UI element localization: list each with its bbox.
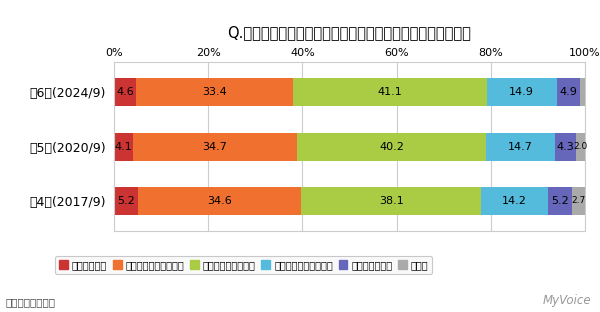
Bar	[575, 133, 585, 161]
Text: 5.2: 5.2	[551, 196, 569, 206]
Title: Q.健康食品を利用した効果を、どの程度実感していますか？: Q.健康食品を利用した効果を、どの程度実感していますか？	[227, 25, 472, 40]
Text: 33.4: 33.4	[202, 87, 227, 97]
Bar	[301, 187, 481, 215]
Text: 4.3: 4.3	[557, 142, 574, 152]
Bar	[114, 187, 139, 215]
Text: 4.9: 4.9	[559, 87, 577, 97]
Text: 40.2: 40.2	[379, 142, 404, 152]
Text: 4.1: 4.1	[115, 142, 133, 152]
Text: MyVoice: MyVoice	[542, 294, 591, 307]
Bar	[136, 78, 293, 106]
Text: 14.9: 14.9	[509, 87, 534, 97]
Bar	[580, 78, 586, 106]
Bar	[557, 78, 580, 106]
Text: 38.1: 38.1	[379, 196, 404, 206]
Text: ：健康食品利用者: ：健康食品利用者	[6, 297, 56, 307]
Bar	[487, 78, 557, 106]
Text: 2.0: 2.0	[573, 142, 587, 151]
Bar	[293, 78, 487, 106]
Bar	[548, 187, 572, 215]
Text: 14.7: 14.7	[508, 142, 533, 152]
Text: 2.7: 2.7	[572, 197, 586, 206]
Bar	[486, 133, 556, 161]
Text: 34.6: 34.6	[208, 196, 232, 206]
Bar	[114, 133, 133, 161]
Text: 14.2: 14.2	[502, 196, 527, 206]
Legend: 実感している, ある程度実感している, どちらともいえない, あまり実感していない, 実感していない, 無回答: 実感している, ある程度実感している, どちらともいえない, あまり実感していな…	[55, 256, 433, 274]
Text: 5.2: 5.2	[118, 196, 135, 206]
Bar	[297, 133, 486, 161]
Text: 34.7: 34.7	[203, 142, 227, 152]
Text: 4.6: 4.6	[116, 87, 134, 97]
Bar	[481, 187, 548, 215]
Bar	[114, 78, 136, 106]
Bar	[133, 133, 297, 161]
Bar	[572, 187, 585, 215]
Bar	[556, 133, 575, 161]
Text: 41.1: 41.1	[377, 87, 402, 97]
Bar	[139, 187, 301, 215]
